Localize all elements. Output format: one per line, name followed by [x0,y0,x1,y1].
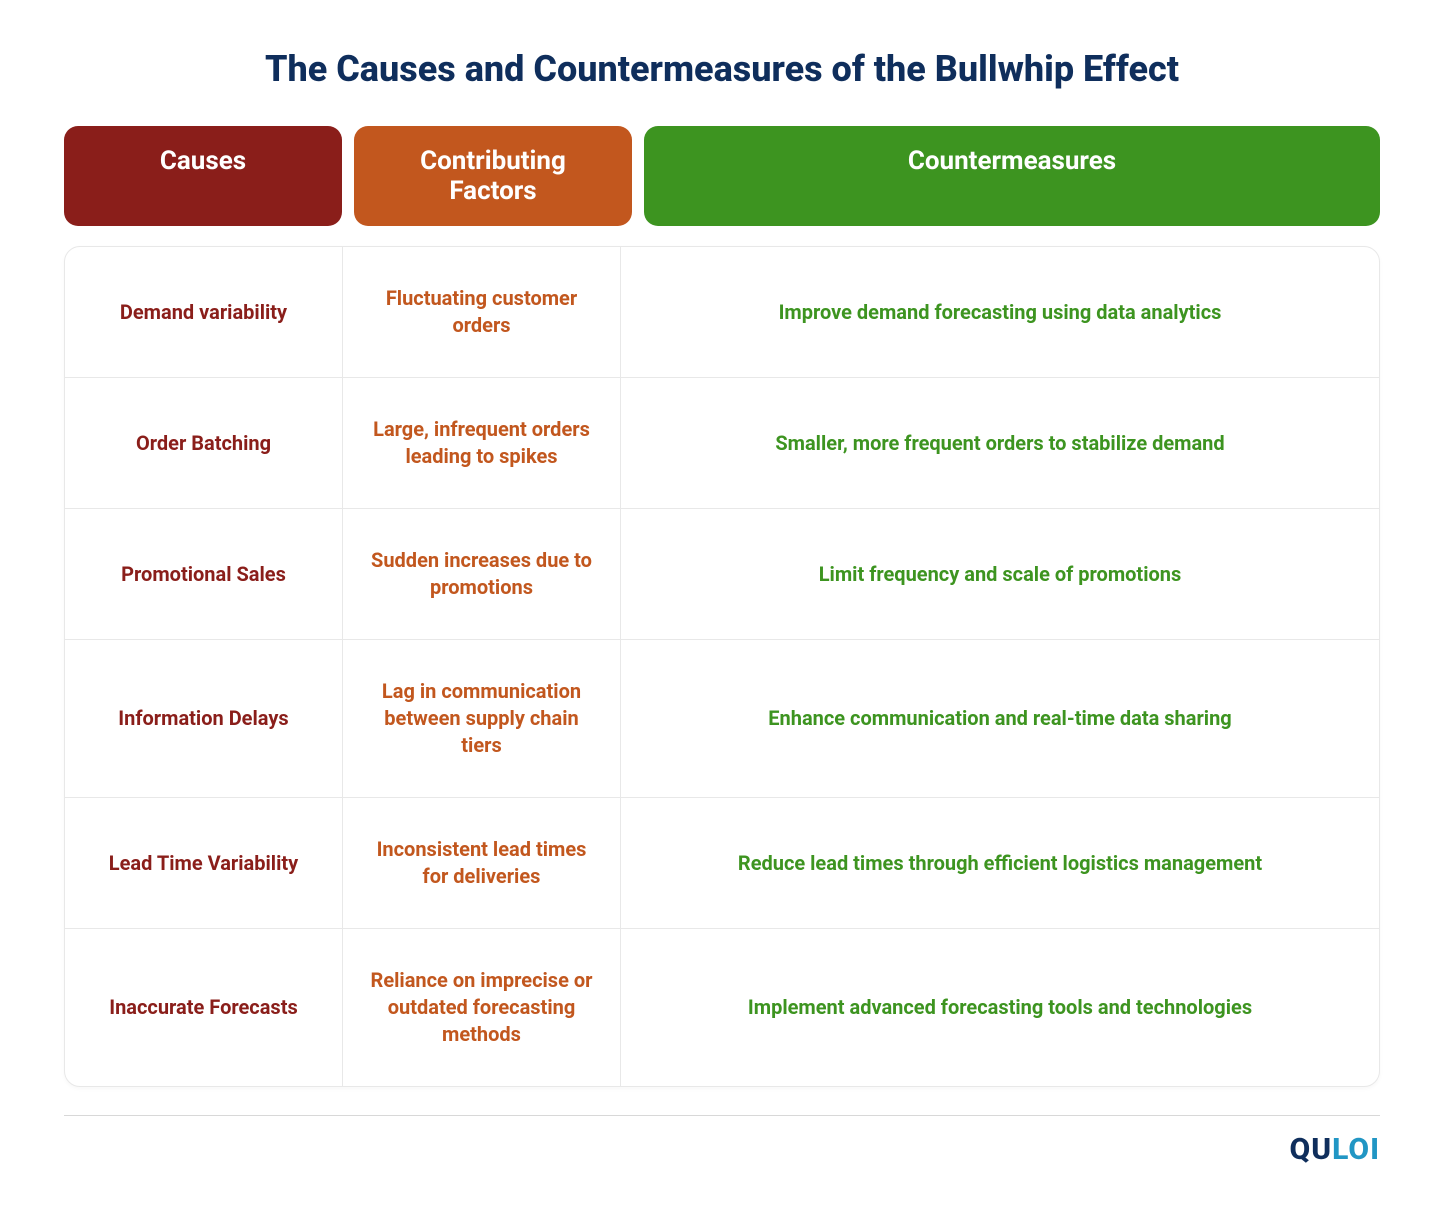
logo-part-loi: LOI [1332,1132,1380,1167]
table-row: Demand variability Fluctuating customer … [65,247,1379,378]
header-factors: Contributing Factors [354,126,632,226]
column-headers: Causes Contributing Factors Countermeasu… [64,126,1380,226]
cell-cause: Lead Time Variability [65,798,343,928]
bullwhip-table: Demand variability Fluctuating customer … [64,246,1380,1087]
cell-cause: Order Batching [65,378,343,508]
header-causes: Causes [64,126,342,226]
cell-counter: Limit frequency and scale of promotions [621,509,1379,639]
cell-counter: Enhance communication and real-time data… [621,640,1379,797]
table-row: Inaccurate Forecasts Reliance on impreci… [65,929,1379,1086]
cell-counter: Improve demand forecasting using data an… [621,247,1379,377]
cell-cause: Promotional Sales [65,509,343,639]
cell-cause: Information Delays [65,640,343,797]
logo-part-qu: QU [1290,1132,1333,1167]
table-row: Information Delays Lag in communication … [65,640,1379,798]
table-row: Lead Time Variability Inconsistent lead … [65,798,1379,929]
cell-counter: Reduce lead times through efficient logi… [621,798,1379,928]
cell-counter: Implement advanced forecasting tools and… [621,929,1379,1086]
table-row: Order Batching Large, infrequent orders … [65,378,1379,509]
quloi-logo: QULOI [1290,1132,1381,1167]
cell-factor: Inconsistent lead times for deliveries [343,798,621,928]
cell-cause: Inaccurate Forecasts [65,929,343,1086]
cell-factor: Large, infrequent orders leading to spik… [343,378,621,508]
cell-factor: Sudden increases due to promotions [343,509,621,639]
cell-factor: Fluctuating customer orders [343,247,621,377]
cell-factor: Reliance on imprecise or outdated foreca… [343,929,621,1086]
cell-factor: Lag in communication between supply chai… [343,640,621,797]
table-row: Promotional Sales Sudden increases due t… [65,509,1379,640]
header-countermeasures: Countermeasures [644,126,1380,226]
cell-counter: Smaller, more frequent orders to stabili… [621,378,1379,508]
cell-cause: Demand variability [65,247,343,377]
page-title: The Causes and Countermeasures of the Bu… [64,48,1380,90]
footer: QULOI [64,1115,1380,1167]
